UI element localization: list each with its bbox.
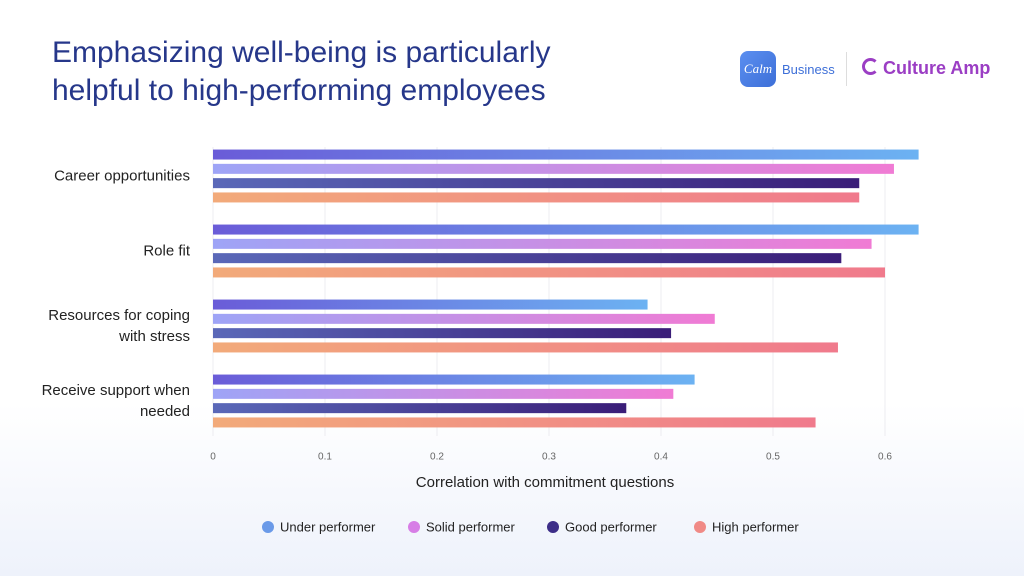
bar: [213, 192, 860, 203]
x-tick-label: 0.1: [318, 452, 332, 463]
x-tick-label: 0.4: [654, 452, 668, 463]
category-label: Resources for coping with stress: [48, 307, 190, 345]
legend-marker: [547, 521, 559, 533]
bar: [213, 299, 648, 310]
x-tick-label: 0.3: [542, 452, 556, 463]
bar: [213, 178, 860, 189]
culture-amp-text: Culture Amp: [883, 58, 991, 78]
bar: [213, 388, 674, 399]
bar: [213, 403, 627, 414]
category-label: Career opportunities: [54, 167, 190, 185]
chart-title: Emphasizing well-being is particularly h…: [52, 36, 551, 107]
bar: [213, 163, 894, 174]
category-label: Receive support when needed: [41, 382, 190, 420]
bar: [213, 267, 885, 278]
category-label: Role fit: [143, 242, 190, 260]
legend-label: Under performer: [280, 519, 376, 534]
divider: [846, 52, 847, 86]
bar: [213, 328, 672, 339]
legend-label: Solid performer: [426, 519, 516, 534]
legend-label: Good performer: [565, 519, 657, 534]
business-text: Business: [782, 62, 835, 77]
bar: [213, 342, 838, 353]
culture-amp-logo: Culture Amp: [862, 58, 990, 79]
bar: [213, 417, 816, 428]
bar: [213, 224, 919, 235]
bar: [213, 253, 842, 264]
x-axis-title: Correlation with commitment questions: [416, 474, 674, 491]
calm-logo: Calm: [740, 51, 776, 87]
bar: [213, 149, 919, 160]
legend-label: High performer: [712, 519, 799, 534]
bar: [213, 238, 872, 249]
legend-marker: [262, 521, 274, 533]
x-tick-label: 0.2: [430, 452, 444, 463]
bar: [213, 374, 695, 385]
bar: [213, 313, 715, 324]
x-tick-label: 0.6: [878, 452, 892, 463]
legend-marker: [408, 521, 420, 533]
legend-marker: [694, 521, 706, 533]
x-tick-label: 0: [210, 452, 216, 463]
x-tick-label: 0.5: [766, 452, 780, 463]
